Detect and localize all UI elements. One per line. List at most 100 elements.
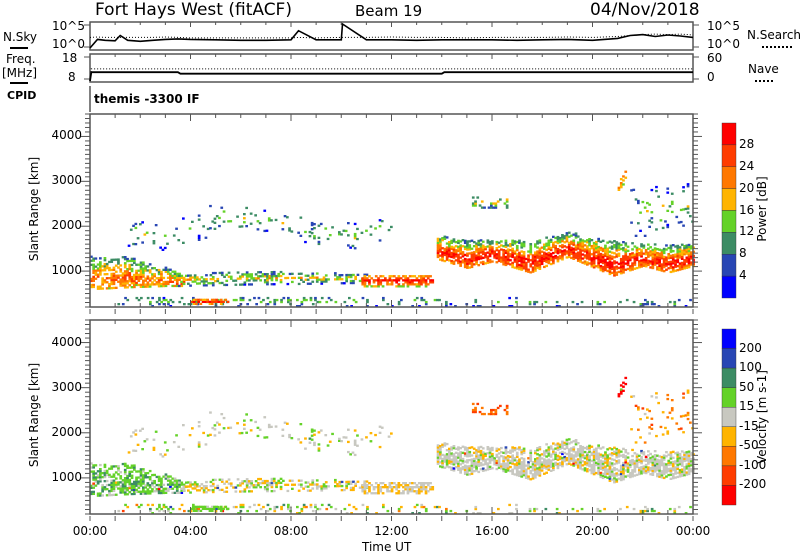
power-cell (561, 244, 564, 247)
power-cell (520, 246, 524, 249)
power-cell (628, 265, 632, 268)
power-cell (545, 248, 548, 251)
power-cell (552, 251, 555, 255)
power-cell (640, 245, 643, 248)
power-cell (555, 305, 559, 308)
velocity-cell (443, 460, 447, 463)
power-cell (121, 282, 125, 285)
power-cell (581, 261, 585, 264)
power-cell (685, 256, 689, 259)
velocity-cell (683, 469, 686, 473)
velocity-cell (112, 487, 116, 490)
power-cell (624, 170, 628, 173)
velocity-cell (119, 475, 123, 478)
velocity-cell (565, 459, 569, 462)
power-cell (137, 273, 141, 276)
power-cell (547, 247, 551, 250)
velocity-cell (436, 458, 440, 461)
power-cell (656, 258, 659, 261)
velocity-cell (162, 505, 166, 509)
power-cell (336, 278, 339, 281)
velocity-cell (249, 429, 253, 432)
velocity-cell (144, 474, 147, 477)
velocity-cell (558, 447, 562, 450)
velocity-cell (164, 487, 168, 490)
power-cell (340, 278, 344, 281)
velocity-cell (171, 507, 175, 511)
velocity-cell (626, 466, 630, 469)
power-cell (162, 280, 166, 284)
velocity-cell (196, 483, 199, 486)
power-cell (540, 250, 544, 253)
velocity-cell (153, 486, 156, 489)
power-cell (324, 227, 328, 230)
velocity-cell (565, 463, 569, 466)
velocity-cell (536, 467, 539, 470)
power-cell (404, 279, 407, 282)
velocity-cell (92, 484, 95, 487)
velocity-cell (424, 490, 428, 493)
velocity-cell (158, 505, 161, 509)
power-cell (448, 249, 451, 252)
power-cell (604, 266, 607, 270)
velocity-cell (662, 462, 666, 465)
power-cell (345, 280, 348, 283)
power-cell (687, 266, 691, 269)
power-cell (379, 279, 383, 282)
velocity-cell (491, 448, 494, 452)
velocity-cell (497, 462, 501, 465)
velocity-cell (110, 479, 114, 482)
power-cell (296, 305, 299, 308)
power-cell (613, 252, 616, 255)
velocity-cell (349, 480, 353, 483)
velocity-cell (615, 472, 619, 475)
power-cell (420, 277, 423, 280)
velocity-cell (236, 478, 240, 481)
velocity-cell (171, 487, 175, 490)
velocity-cell (470, 470, 474, 473)
velocity-cell (152, 446, 156, 449)
velocity-cell (549, 469, 553, 472)
velocity-cell (684, 414, 688, 417)
power-cell (135, 277, 138, 281)
velocity-cell (300, 507, 304, 511)
velocity-cell (493, 459, 496, 462)
power-cell (606, 263, 609, 267)
power-cell (266, 279, 269, 282)
power-cell (563, 251, 567, 254)
velocity-cell (588, 446, 591, 449)
velocity-cell (666, 393, 670, 397)
velocity-cell (689, 421, 692, 424)
velocity-cell (114, 465, 118, 468)
power-cell (310, 223, 314, 227)
power-cell (226, 300, 230, 303)
power-cell (637, 201, 640, 205)
velocity-cell (466, 461, 469, 464)
velocity-cell (653, 460, 657, 463)
power-cell (304, 240, 307, 244)
power-cell (248, 283, 251, 286)
power-cell (248, 273, 251, 276)
velocity-cell (173, 491, 177, 494)
power-cell (121, 274, 125, 277)
velocity-cell (142, 490, 145, 493)
power-cell (311, 280, 315, 283)
power-cell (563, 235, 567, 238)
power-cell (617, 262, 621, 265)
power-cell (494, 202, 498, 205)
power-cell (452, 262, 456, 265)
velocity-cell (310, 430, 314, 433)
power-cell (126, 259, 129, 263)
power-cell (461, 245, 465, 248)
power-cell (202, 225, 205, 228)
velocity-cell (592, 466, 596, 470)
velocity-cell (475, 465, 478, 468)
power-cell (112, 268, 116, 271)
velocity-cell (475, 463, 478, 466)
power-cell (164, 266, 168, 269)
power-cell (463, 259, 467, 263)
velocity-cell (479, 453, 483, 457)
power-cell (205, 278, 208, 281)
velocity-cell (524, 464, 528, 467)
velocity-cell (579, 461, 582, 464)
